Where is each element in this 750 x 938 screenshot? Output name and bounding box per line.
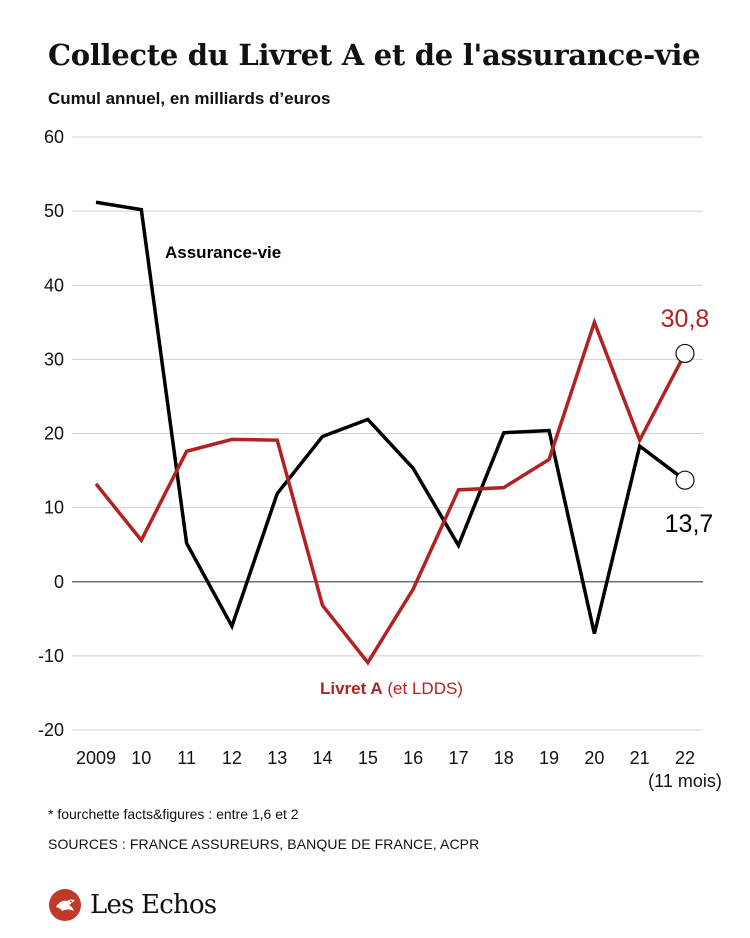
y-tick-label: -10 [38,646,64,666]
y-tick-label: 60 [44,127,64,147]
footnote: * fourchette facts&figures : entre 1,6 e… [48,806,299,822]
x-tick-label: 2009 [76,748,116,768]
sources-line: SOURCES : FRANCE ASSUREURS, BANQUE DE FR… [48,836,480,852]
series-label-livret-a: Livret A (et LDDS) [320,679,463,698]
y-tick-label: 30 [44,349,64,369]
series-end-marker [675,343,695,364]
x-tick-label: 14 [313,748,333,768]
series-label-assurance-vie: Assurance-vie [165,243,281,262]
y-tick-label: 40 [44,275,64,295]
chart-subtitle: Cumul annuel, en milliards d’euros [48,89,331,108]
y-tick-label: 10 [44,498,64,518]
series-line-livret-a [94,317,687,666]
x-tick-label: 19 [539,748,559,768]
y-tick-label: 50 [44,201,64,221]
y-tick-label: 0 [54,572,64,592]
logo-text: Les Echos [90,890,217,920]
x-tick-label: 22 [675,748,695,768]
x-tick-label: 16 [403,748,423,768]
series-line-assurance-vie [95,200,687,635]
y-tick-label: -20 [38,720,64,740]
les-echos-logo: Les Echos [48,888,217,922]
x-tick-label: 21 [630,748,650,768]
x-tick-label: 20 [584,748,604,768]
les-echos-emblem-icon [49,889,81,921]
end-value-livret-a: 30,8 [661,305,710,333]
gridlines [72,136,703,731]
x-tick-label: 10 [131,748,151,768]
series-lines [94,200,695,666]
line-chart: 60 50 40 30 20 10 0 -10 -20 2009 10 11 12 13 14 15 16 17… [38,127,722,791]
y-tick-label: 20 [44,424,64,444]
x-tick-label: 13 [267,748,287,768]
chart-title: Collecte du Livret A et de l'assurance-v… [48,38,701,72]
x-axis-ticks: 2009 10 11 12 13 14 15 16 17 18 19 20 21 22 (11 mois) [76,748,722,791]
series-labels: Assurance-vie Livret A (et LDDS) 30,8 13,7 [165,243,713,698]
x-tick-label: 15 [358,748,378,768]
x-tick-sublabel: (11 mois) [648,771,722,791]
x-tick-label: 12 [222,748,242,768]
x-tick-label: 11 [177,748,196,768]
series-end-marker [675,470,695,490]
x-tick-label: 17 [448,748,468,768]
end-value-assurance-vie: 13,7 [665,510,714,538]
x-tick-label: 18 [494,748,514,768]
y-axis-ticks: 60 50 40 30 20 10 0 -10 -20 [38,127,64,740]
